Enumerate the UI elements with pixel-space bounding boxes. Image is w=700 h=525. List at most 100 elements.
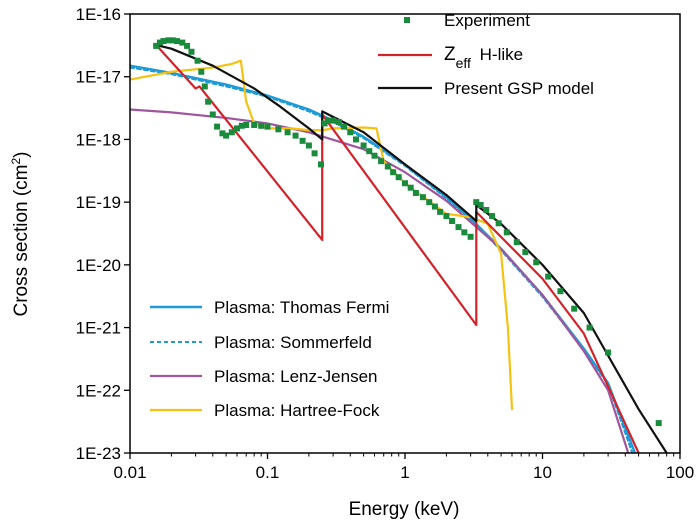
experiment-point	[228, 129, 235, 136]
experiment-point	[443, 213, 450, 220]
experiment-point	[264, 123, 271, 130]
experiment-point	[407, 184, 414, 191]
experiment-point	[390, 169, 397, 176]
y-axis-title-main: Cross section (cm	[11, 164, 32, 316]
experiment-point	[655, 420, 662, 427]
experiment-point	[243, 121, 250, 128]
experiment-point	[234, 125, 240, 132]
experiment-point	[449, 218, 456, 225]
experiment-point	[366, 148, 373, 155]
experiment-point	[325, 117, 332, 124]
experiment-point	[179, 39, 186, 46]
experiment-point	[571, 305, 578, 312]
x-tick-label: 1	[400, 463, 409, 482]
experiment-point	[311, 150, 318, 157]
x-tick-label: 0.01	[113, 463, 146, 482]
experiment-point	[489, 213, 496, 220]
experiment-point	[184, 42, 191, 49]
experiment-point	[156, 39, 163, 46]
experiment-point	[412, 189, 419, 196]
series-gsp-model	[155, 43, 668, 453]
legend-lenz-jensen-label: Plasma: Lenz-Jensen	[214, 367, 377, 386]
experiment-point	[360, 142, 367, 149]
legend-bottom: Plasma: Thomas Fermi Plasma: Sommerfeld …	[150, 298, 389, 420]
y-tick-label: 1E-18	[76, 130, 121, 149]
experiment-point	[431, 203, 438, 210]
experiment-point	[284, 129, 291, 136]
legend-zeff-sub: eff	[456, 55, 471, 71]
y-tick-label: 1E-19	[76, 193, 121, 212]
experiment-point	[340, 123, 347, 130]
experiment-point	[223, 132, 230, 139]
experiment-point	[305, 142, 312, 149]
experiment-point	[455, 224, 462, 231]
legend-zeff-rest: H-like	[475, 45, 523, 64]
experiment-point	[384, 163, 391, 170]
experiment-point	[557, 288, 564, 295]
y-axis-title-close: )	[11, 151, 32, 157]
experiment-point	[194, 57, 201, 64]
experiment-point	[251, 121, 258, 128]
experiment-point	[513, 239, 520, 246]
y-tick-label: 1E-22	[76, 381, 121, 400]
experiment-point	[586, 324, 593, 331]
experiment-point	[419, 194, 426, 201]
series-lenz-jensen	[130, 108, 630, 453]
y-tick-label: 1E-23	[76, 444, 121, 463]
experiment-point	[209, 111, 216, 118]
experiment-point	[522, 249, 529, 256]
experiment-point	[153, 42, 160, 49]
experiment-point	[299, 137, 306, 144]
experiment-point	[347, 129, 354, 136]
experiment-point	[275, 126, 282, 133]
experiment-point	[378, 158, 385, 165]
x-tick-label: 0.1	[256, 463, 280, 482]
experiment-point	[495, 220, 502, 227]
experiment-point	[169, 37, 176, 44]
experiment-point	[402, 180, 408, 187]
experiment-point	[321, 120, 328, 127]
legend-zeff-main: Z	[444, 44, 456, 65]
experiment-point	[160, 38, 167, 45]
experiment-point	[258, 122, 265, 129]
experiment-point	[467, 233, 474, 240]
y-axis-title: Cross section (cm2)	[9, 151, 32, 316]
experiment-point	[371, 152, 378, 159]
experiment-point	[473, 199, 480, 206]
experiment-point	[174, 38, 181, 45]
experiment-point	[533, 259, 540, 266]
experiment-point	[188, 48, 195, 55]
legend-top: Experiment Zeff H-like Present GSP model	[378, 11, 594, 98]
x-tick-label: 10	[533, 463, 552, 482]
experiment-point	[330, 117, 337, 124]
experiment-point	[238, 122, 245, 129]
legend-sommerfeld-label: Plasma: Sommerfeld	[214, 333, 372, 352]
series-sommerfeld	[130, 66, 634, 453]
series-thomas-fermi	[130, 64, 637, 453]
y-tick-label: 1E-16	[76, 5, 121, 24]
experiment-point	[426, 199, 433, 206]
legend-experiment-marker	[404, 17, 410, 23]
experiment-point	[503, 229, 510, 236]
experiment-point	[477, 202, 484, 209]
series-hartree-fock	[130, 59, 514, 411]
x-axis-title: Energy (keV)	[349, 499, 460, 520]
experiment-point	[483, 206, 490, 213]
experiment-point	[605, 349, 612, 356]
y-tick-label: 1E-20	[76, 256, 121, 275]
experiment-point	[352, 136, 359, 143]
experiment-points	[153, 37, 662, 427]
experiment-point	[201, 83, 208, 90]
experiment-point	[214, 123, 221, 130]
experiment-point	[219, 130, 226, 137]
experiment-point	[198, 68, 205, 75]
experiment-point	[545, 273, 552, 280]
plot-frame	[129, 13, 681, 454]
legend-experiment-label: Experiment	[444, 11, 530, 30]
experiment-point	[395, 174, 402, 181]
experiment-point	[165, 37, 172, 44]
plot-area	[130, 37, 668, 453]
y-axis-title-sup: 2	[9, 157, 23, 164]
y-tick-label: 1E-17	[76, 68, 121, 87]
